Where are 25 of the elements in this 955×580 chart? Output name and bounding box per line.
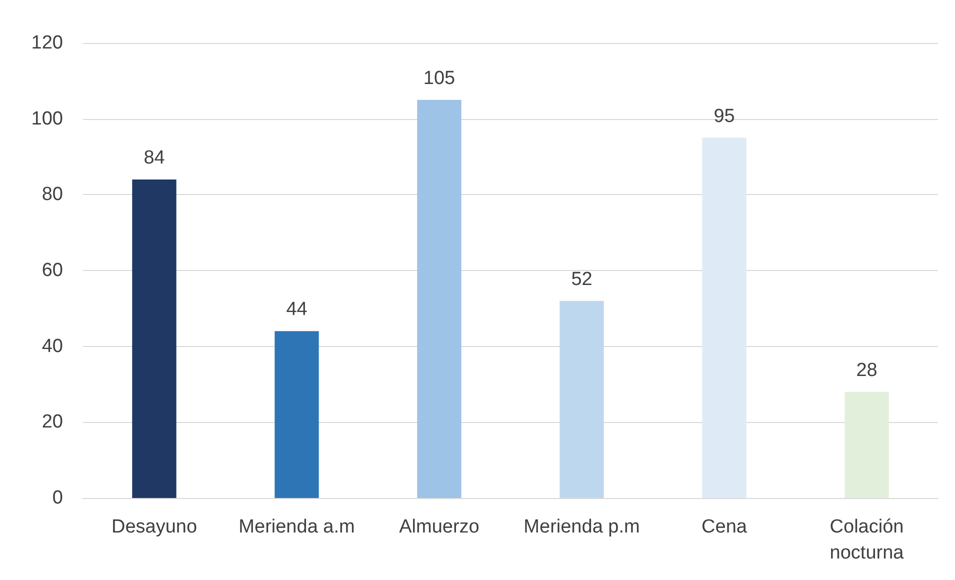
y-tick-label: 120 — [31, 32, 63, 54]
y-tick-label: 40 — [42, 336, 63, 357]
bar — [702, 138, 746, 498]
y-tick-label: 60 — [42, 260, 63, 281]
bar — [274, 331, 319, 498]
x-tick-label: Almuerzo — [399, 516, 480, 538]
bar — [132, 180, 176, 498]
bar — [560, 300, 604, 498]
x-tick-label: Merienda p.m — [524, 516, 640, 538]
y-tick-label: 20 — [42, 412, 63, 433]
x-tick-label: Merienda a.m — [238, 516, 355, 538]
y-tick-label: 0 — [52, 488, 63, 508]
bar — [844, 392, 889, 498]
bar — [417, 100, 462, 498]
data-label: 28 — [856, 360, 878, 381]
x-tick-label: Cena — [702, 516, 748, 538]
data-label: 105 — [423, 68, 456, 89]
x-tick-label: Desayuno — [111, 516, 198, 538]
data-label: 95 — [714, 106, 735, 127]
data-label: 44 — [286, 299, 308, 320]
data-label: 84 — [144, 148, 166, 168]
y-tick-label: 100 — [31, 108, 63, 130]
data-label: 52 — [571, 268, 592, 290]
y-tick-label: 80 — [42, 184, 63, 206]
x-tick-label: Colación nocturna — [830, 516, 904, 564]
